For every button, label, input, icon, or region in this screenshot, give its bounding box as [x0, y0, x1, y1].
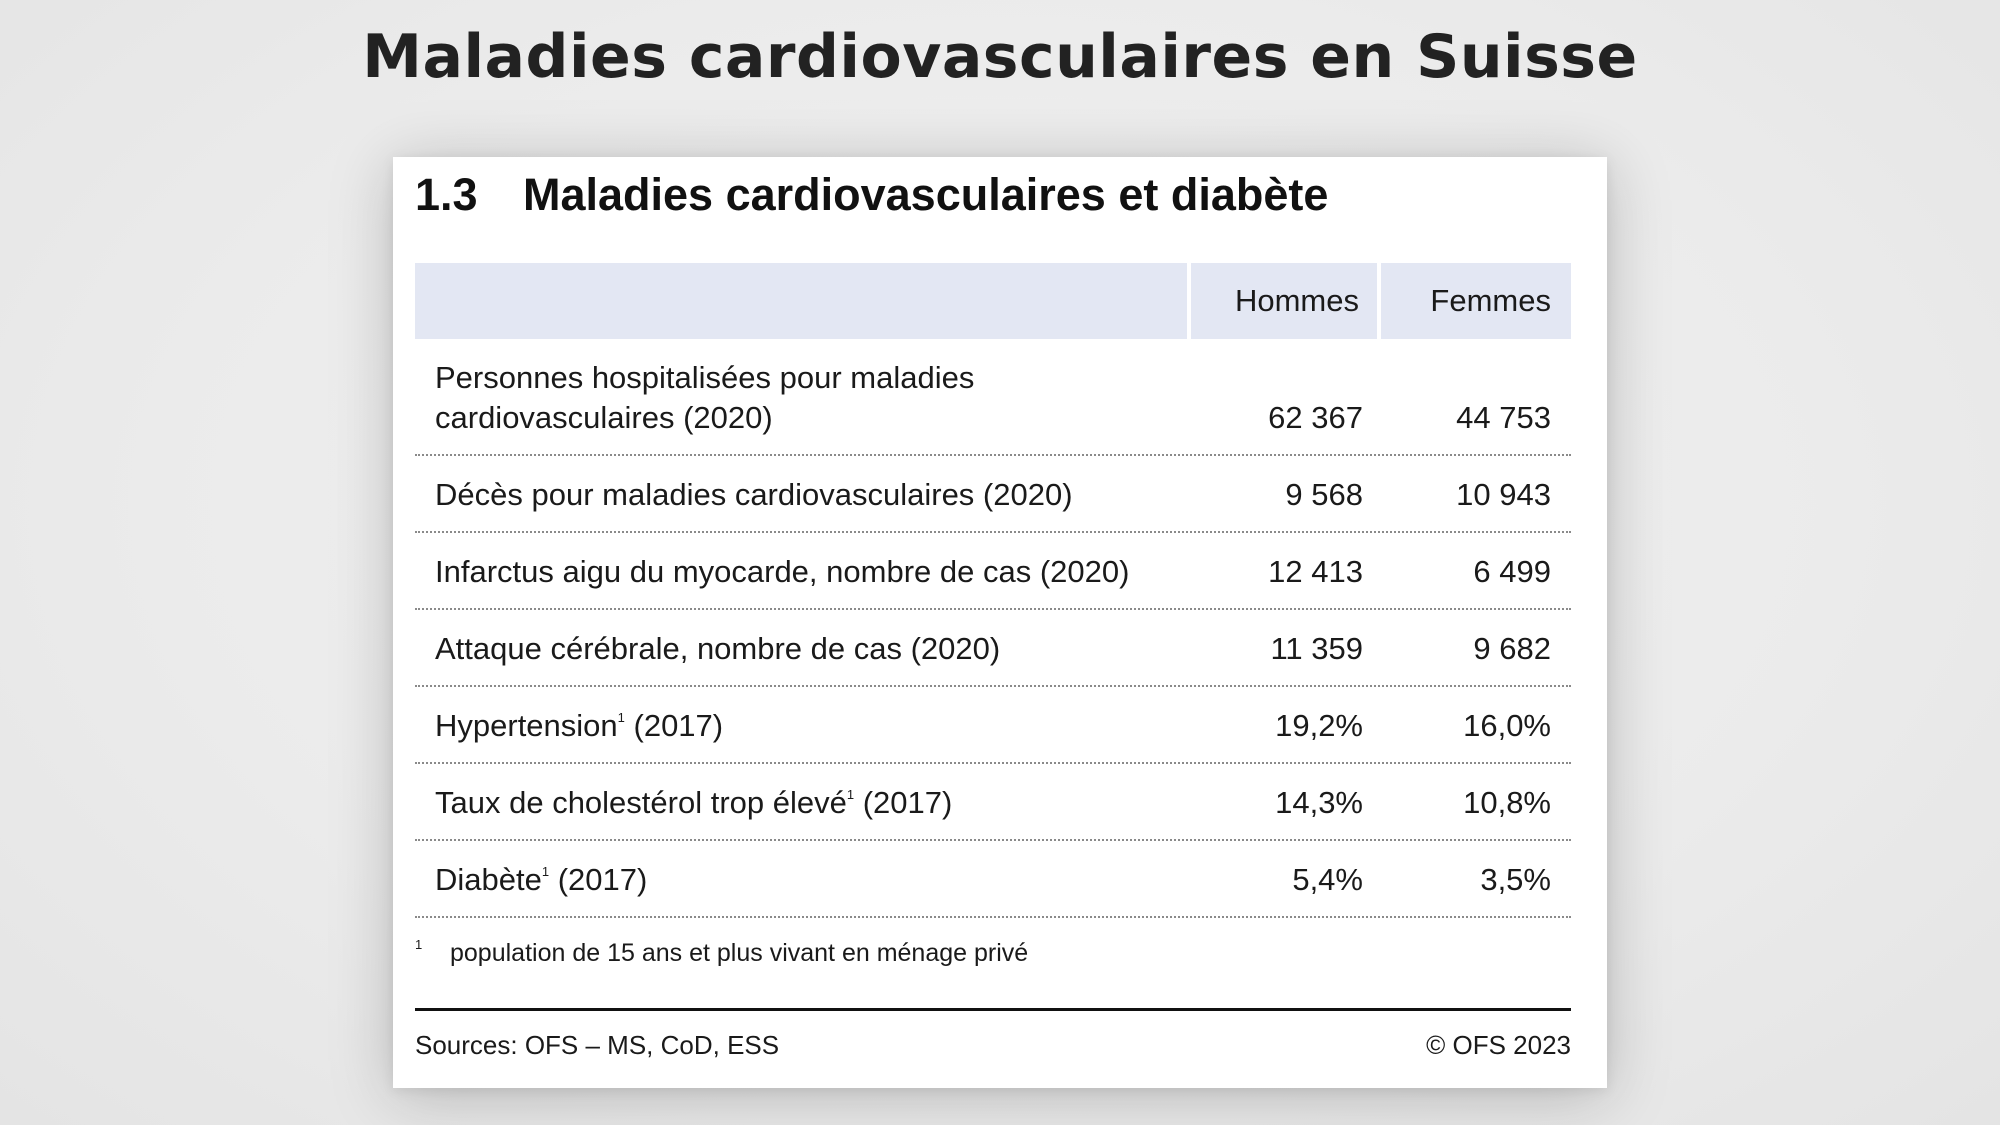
table-row: Diabète1 (2017) 5,4% 3,5%: [415, 841, 1571, 918]
table-title-text: Maladies cardiovasculaires et diabète: [523, 169, 1329, 220]
row-label: Attaque cérébrale, nombre de cas (2020): [435, 631, 1001, 666]
row-label-text: Diabète: [435, 862, 542, 897]
footnote: 1 population de 15 ans et plus vivant en …: [415, 937, 1028, 968]
table-card: 1.3 Maladies cardiovasculaires et diabète…: [393, 157, 1607, 1088]
footnote-text: population de 15 ans et plus vivant en m…: [450, 939, 1029, 967]
row-label: Diabète1 (2017): [415, 860, 1191, 900]
row-label-line: cardiovasculaires (2020): [435, 400, 773, 435]
row-label-year: (2017): [549, 862, 648, 897]
table-title: 1.3 Maladies cardiovasculaires et diabète: [415, 169, 1328, 221]
table-header: Hommes Femmes: [415, 263, 1571, 339]
value-hommes: 11 359: [1270, 631, 1363, 666]
footnote-mark: 1: [415, 937, 423, 952]
value-femmes: 9 682: [1473, 631, 1551, 666]
footnote-ref: 1: [541, 864, 550, 879]
value-hommes: 62 367: [1268, 400, 1363, 435]
table-row: Infarctus aigu du myocarde, nombre de ca…: [415, 533, 1571, 610]
value-hommes: 19,2%: [1275, 708, 1363, 743]
row-label: Décès pour maladies cardiovasculaires (2…: [435, 477, 1073, 512]
footnote-ref: 1: [617, 710, 625, 725]
divider: [415, 1008, 1571, 1011]
row-label-year: (2017): [624, 708, 724, 743]
copyright: © OFS 2023: [1426, 1030, 1571, 1060]
section-number: 1.3: [415, 169, 478, 220]
row-label: Personnes hospitalisées pour maladies ca…: [415, 358, 1191, 438]
value-femmes: 6 499: [1473, 554, 1551, 589]
table-row: Personnes hospitalisées pour maladies ca…: [415, 339, 1571, 456]
data-table: Hommes Femmes Personnes hospitalisées po…: [415, 263, 1571, 918]
sources: Sources: OFS – MS, CoD, ESS: [415, 1030, 780, 1060]
row-label-text: Hypertension: [435, 708, 618, 743]
value-femmes: 10 943: [1456, 477, 1551, 512]
value-femmes: 16,0%: [1463, 708, 1551, 743]
footnote-ref: 1: [846, 787, 855, 802]
value-hommes: 9 568: [1285, 477, 1363, 512]
header-femmes: Femmes: [1381, 263, 1571, 339]
row-label: Infarctus aigu du myocarde, nombre de ca…: [435, 554, 1130, 589]
table-row: Attaque cérébrale, nombre de cas (2020) …: [415, 610, 1571, 687]
table-row: Décès pour maladies cardiovasculaires (2…: [415, 456, 1571, 533]
value-hommes: 5,4%: [1292, 862, 1363, 897]
table-row: Taux de cholestérol trop élevé1 (2017) 1…: [415, 764, 1571, 841]
row-label: Hypertension1 (2017): [415, 706, 1191, 746]
row-label-text: Taux de cholestérol trop élevé: [435, 785, 847, 820]
header-label-cell: [415, 263, 1187, 339]
page-title: Maladies cardiovasculaires en Suisse: [362, 22, 1638, 92]
value-femmes: 3,5%: [1480, 862, 1551, 897]
header-hommes: Hommes: [1191, 263, 1377, 339]
row-label-year: (2017): [854, 785, 953, 820]
value-femmes: 10,8%: [1463, 785, 1551, 820]
row-label-line: Personnes hospitalisées pour maladies: [435, 360, 975, 395]
row-label: Taux de cholestérol trop élevé1 (2017): [415, 783, 1191, 823]
value-femmes: 44 753: [1456, 400, 1551, 435]
value-hommes: 12 413: [1268, 554, 1363, 589]
value-hommes: 14,3%: [1275, 785, 1363, 820]
table-row: Hypertension1 (2017) 19,2% 16,0%: [415, 687, 1571, 764]
